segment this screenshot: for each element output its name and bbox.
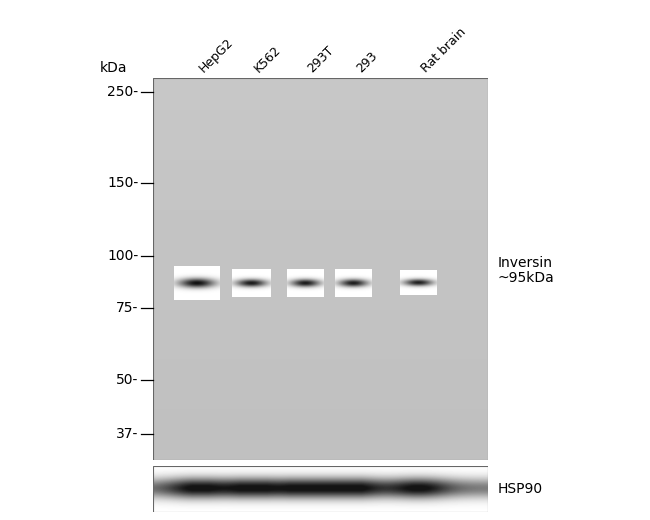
Text: HSP90: HSP90	[497, 483, 542, 496]
Text: kDa: kDa	[100, 61, 127, 74]
Text: HepG2: HepG2	[196, 36, 235, 75]
Text: ~95kDa: ~95kDa	[497, 271, 554, 285]
Text: 100-: 100-	[107, 249, 138, 263]
Text: K562: K562	[252, 44, 283, 75]
Text: Inversin: Inversin	[497, 256, 552, 270]
Text: Rat brain: Rat brain	[419, 25, 469, 75]
Text: 293T: 293T	[305, 44, 337, 75]
Text: 293: 293	[354, 49, 380, 75]
Text: 75-: 75-	[116, 301, 138, 315]
Text: 150-: 150-	[107, 176, 138, 190]
Text: 37-: 37-	[116, 427, 138, 441]
Text: 50-: 50-	[116, 373, 138, 387]
Text: 250-: 250-	[107, 85, 138, 99]
